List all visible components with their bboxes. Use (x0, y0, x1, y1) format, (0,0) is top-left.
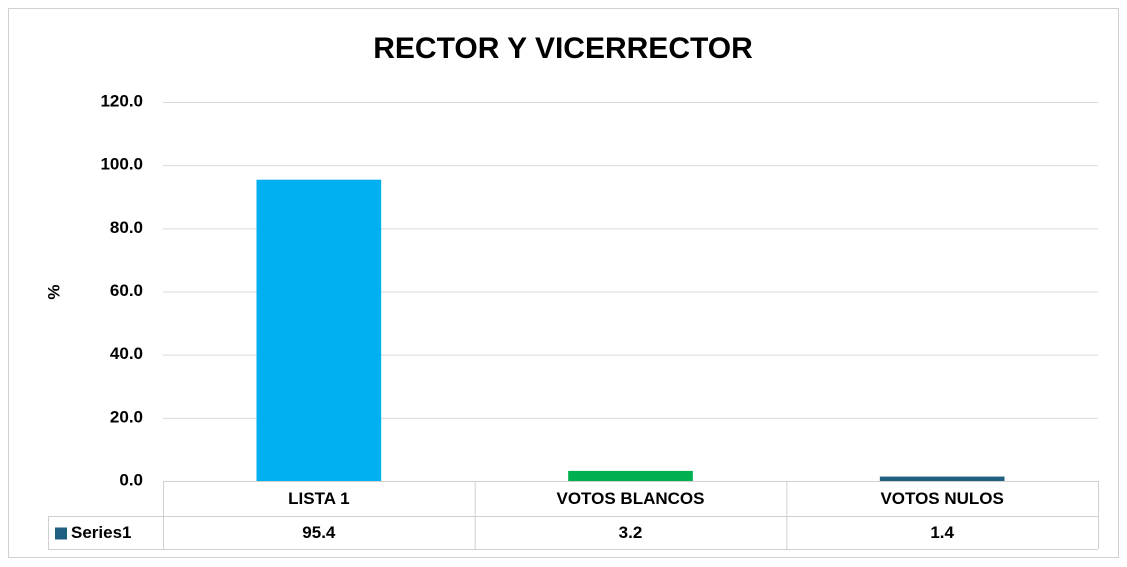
chart-border (8, 8, 1119, 558)
y-tick-label: 60.0 (110, 281, 143, 300)
legend-label: Series1 (71, 523, 132, 542)
x-tick-label: LISTA 1 (288, 489, 349, 508)
y-tick-label: 80.0 (110, 218, 143, 237)
bar (256, 179, 382, 481)
x-tick-label: VOTOS NULOS (880, 489, 1003, 508)
data-table-value: 3.2 (619, 523, 643, 542)
y-tick-label: 120.0 (100, 91, 143, 110)
y-axis-label: % (44, 284, 63, 299)
data-table-value: 95.4 (302, 523, 336, 542)
y-tick-label: 40.0 (110, 344, 143, 363)
x-tick-label: VOTOS BLANCOS (557, 489, 705, 508)
y-tick-label: 20.0 (110, 407, 143, 426)
bar (879, 476, 1005, 481)
y-tick-label: 100.0 (100, 155, 143, 174)
bar (568, 470, 693, 481)
y-tick-label: 0.0 (119, 470, 143, 489)
legend-key (55, 527, 67, 540)
chart-title: RECTOR Y VICERRECTOR (373, 32, 753, 65)
data-table-value: 1.4 (930, 523, 954, 542)
